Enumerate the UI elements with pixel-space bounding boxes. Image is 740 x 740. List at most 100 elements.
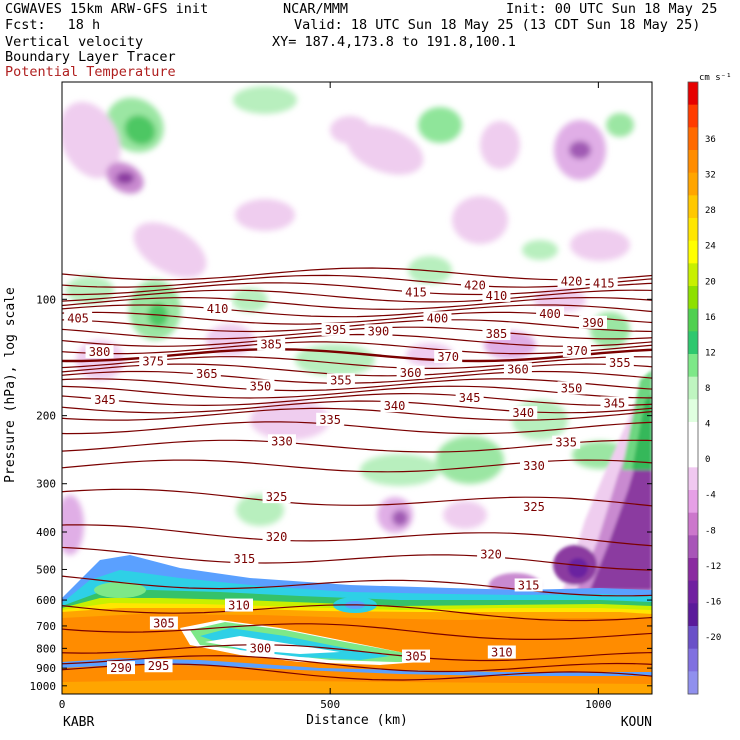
theta-contour-line bbox=[62, 333, 652, 347]
theta-label: 420 bbox=[464, 278, 486, 292]
colorbar-swatch bbox=[688, 331, 698, 355]
theta-label: 370 bbox=[566, 344, 588, 358]
theta-label-bg bbox=[434, 349, 463, 363]
colorbar-swatch bbox=[688, 603, 698, 627]
colorbar-swatch bbox=[688, 535, 698, 559]
theta-label: 345 bbox=[604, 396, 626, 410]
theta-label-bg bbox=[402, 649, 430, 663]
y-tick-label: 500 bbox=[36, 563, 56, 576]
theta-label-bg bbox=[600, 396, 629, 410]
theta-label-bg bbox=[477, 547, 506, 561]
colorbar-swatch bbox=[688, 444, 698, 468]
theta-label: 360 bbox=[400, 366, 422, 380]
theta-label: 295 bbox=[148, 659, 170, 673]
theta-contour-line bbox=[62, 407, 652, 421]
y-tick-label: 800 bbox=[36, 642, 56, 655]
theta-contour-line bbox=[62, 459, 652, 473]
colorbar-swatch bbox=[688, 648, 698, 672]
theta-label-bg bbox=[257, 337, 286, 351]
colorbar-swatch bbox=[688, 626, 698, 650]
colorbar-label: 0 bbox=[705, 455, 710, 465]
theta-label: 325 bbox=[523, 500, 545, 514]
theta-label-bg bbox=[402, 285, 430, 299]
theta-label-bg bbox=[482, 327, 511, 341]
theta-label: 335 bbox=[555, 436, 577, 450]
theta-label: 380 bbox=[89, 345, 111, 359]
theta-label-bg bbox=[396, 365, 425, 379]
x-tick-label: 1000 bbox=[585, 698, 612, 711]
theta-label: 390 bbox=[368, 324, 390, 338]
theta-contour-line bbox=[62, 623, 652, 640]
y-tick-label: 600 bbox=[36, 594, 56, 607]
theta-contour-line bbox=[62, 546, 652, 571]
upper-level-velocity-shading bbox=[62, 86, 634, 380]
x-tick-label: 0 bbox=[59, 698, 66, 711]
theta-label: 300 bbox=[250, 641, 272, 655]
theta-label-bg bbox=[326, 373, 355, 387]
theta-label-bg bbox=[246, 641, 275, 655]
colorbar-label: 28 bbox=[705, 206, 716, 216]
theta-label-bg bbox=[482, 288, 511, 302]
theta-label-bg bbox=[503, 362, 532, 376]
theta-label: 345 bbox=[459, 391, 481, 405]
colorbar-label: -4 bbox=[705, 491, 716, 501]
theta-contour-line bbox=[62, 400, 652, 414]
colorbar-swatch bbox=[688, 490, 698, 514]
colorbar-swatch bbox=[688, 467, 698, 491]
theta-contour-line bbox=[62, 304, 652, 318]
colorbar-label: -16 bbox=[705, 597, 721, 607]
colorbar-label: 16 bbox=[705, 313, 716, 323]
theta-label: 410 bbox=[207, 302, 229, 316]
theta-label: 325 bbox=[266, 490, 288, 504]
theta-label-bg bbox=[364, 324, 393, 338]
theta-label-bg bbox=[262, 529, 291, 543]
theta-label: 385 bbox=[260, 338, 282, 352]
colorbar-label: 8 bbox=[705, 384, 710, 394]
theta-label: 305 bbox=[405, 650, 427, 664]
theta-label: 290 bbox=[110, 661, 132, 675]
theta-label-bg bbox=[536, 306, 565, 320]
colorbar-frame bbox=[687, 81, 699, 695]
y-tick-label: 900 bbox=[36, 662, 56, 675]
y-tick-label: 1000 bbox=[30, 680, 57, 693]
fcst-value: 18 h bbox=[67, 17, 101, 33]
theta-label: 350 bbox=[250, 379, 272, 393]
theta-label-bg bbox=[380, 399, 409, 413]
colorbar-swatch bbox=[688, 558, 698, 582]
theta-label: 400 bbox=[427, 311, 449, 325]
boundary-layer-shading bbox=[62, 555, 652, 694]
theta-label-bg bbox=[509, 406, 538, 420]
colorbar-swatch bbox=[688, 240, 698, 264]
theta-contour-labels: 420 420 415 415 410 410 405 400 400 395 390 390 385 3… bbox=[64, 274, 634, 675]
theta-label-bg bbox=[487, 645, 516, 659]
colorbar-swatch bbox=[688, 354, 698, 378]
theta-label-bg bbox=[107, 661, 135, 675]
theta-label-bg bbox=[520, 500, 548, 514]
colorbar-swatch bbox=[688, 82, 698, 106]
y-tick-label: 400 bbox=[36, 526, 56, 539]
theta-label-bg bbox=[230, 552, 259, 566]
plot-frame bbox=[61, 81, 653, 695]
colorbar-label: -8 bbox=[705, 526, 716, 536]
x-axis-label: Distance (km) bbox=[306, 713, 408, 728]
theta-label-bg bbox=[262, 490, 291, 504]
theta-label: 385 bbox=[486, 327, 508, 341]
theta-label-bg bbox=[85, 345, 114, 359]
colorbar-swatch bbox=[688, 671, 698, 695]
theta-contour-line bbox=[62, 655, 652, 673]
theta-contour-line bbox=[62, 289, 652, 303]
theta-label-bg bbox=[144, 659, 173, 673]
forecast-label: Fcst: 18 h bbox=[5, 18, 100, 33]
theta-label-bg bbox=[455, 390, 484, 404]
theta-label: 340 bbox=[512, 406, 534, 420]
valid-time: Valid: 18 UTC Sun 18 May 25 (13 CDT Sun … bbox=[294, 17, 701, 33]
colorbar-swatch bbox=[688, 580, 698, 604]
field-label-vertical-velocity: Vertical velocity bbox=[5, 34, 144, 50]
theta-label: 310 bbox=[228, 599, 250, 613]
theta-label-bg bbox=[552, 435, 581, 449]
theta-label: 315 bbox=[234, 552, 256, 566]
colorbar-swatch bbox=[688, 399, 698, 423]
colorbar-unit: cm s⁻¹ bbox=[699, 73, 732, 83]
